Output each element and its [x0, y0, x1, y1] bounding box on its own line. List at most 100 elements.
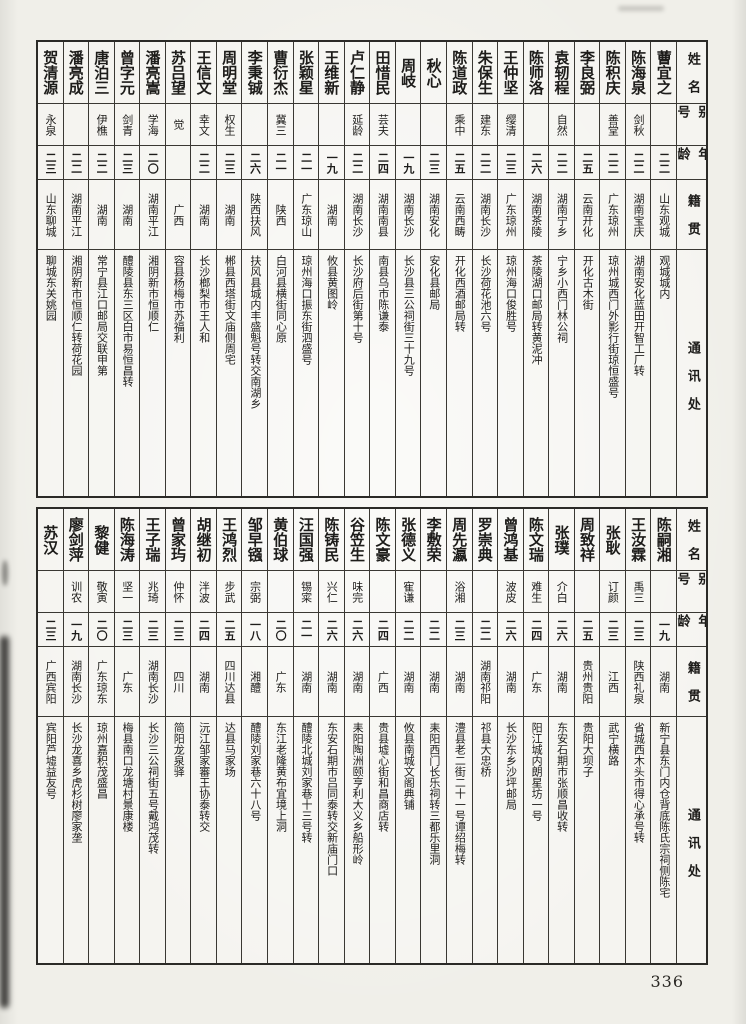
header-name-label: 姓 名 — [684, 52, 700, 93]
entry-age-text: 二二 — [95, 151, 109, 174]
entry-age-cell: 二〇 — [89, 613, 114, 647]
entry-name-cell: 田惜民 — [370, 42, 395, 104]
entry-native-cell: 湖南安化 — [421, 180, 446, 250]
entry-age-text: 二四 — [197, 618, 211, 641]
entry-age-cell: 二三 — [37, 146, 63, 180]
entry-alias-cell — [242, 104, 268, 146]
entry-native-text: 广东 — [529, 670, 543, 693]
entry-age-text: 二〇 — [95, 618, 109, 641]
entry-alias-cell: 坚一 — [114, 571, 140, 613]
entry-alias-cell: 剑青 — [114, 104, 140, 146]
entry-native-cell: 湖南 — [446, 647, 472, 717]
entry-native-cell: 广东琼州 — [498, 180, 523, 250]
entry-name-cell: 曾鸿基 — [498, 509, 523, 571]
entry-age-cell: 二二 — [549, 146, 574, 180]
entry-alias-text: 自然 — [555, 113, 569, 136]
entry-alias-text: 觉 — [171, 119, 185, 130]
entry-column: 王子瑞 兆琦 二三 湖南长沙 长沙三公祠街五号戴鸿茂转 — [139, 509, 165, 963]
entry-column: 贺清源 永泉 二三 山东聊城 聊城东关姚园 — [37, 42, 63, 496]
header-address-label: 通 讯 处 — [684, 341, 700, 410]
entry-alias-cell: 剑秋 — [625, 104, 651, 146]
entry-address-cell: 醴陵刘家巷六十八号 — [242, 717, 267, 963]
entry-name-cell: 胡继初 — [191, 509, 216, 571]
header-column-bottom: 姓 名 别 号 年 龄 籍 贯 通 讯 处 — [676, 509, 706, 963]
entry-alias-text: 冀三 — [274, 113, 288, 136]
entry-name-cell: 陈文瑞 — [523, 509, 549, 571]
entry-alias-cell — [574, 571, 600, 613]
entry-column: 陈道政 乘中 二五 云南西畴 开化西酒邮局转 — [445, 42, 472, 496]
entry-age-cell: 二六 — [344, 613, 370, 647]
entry-alias-cell — [421, 571, 446, 613]
entry-column: 黎健 敬寅 二〇 广东琼东 琼州嘉积茂盛昌 — [88, 509, 114, 963]
entry-native-cell: 四川达县 — [216, 647, 242, 717]
entry-age-cell: 一九 — [63, 613, 89, 647]
entry-address-cell: 简阳龙泉驿 — [166, 717, 191, 963]
entry-name-text: 贺清源 — [41, 50, 60, 95]
entry-address-text: 观城城内 — [657, 255, 671, 299]
entry-column: 王鸿烈 步武 二五 四川达县 达县马家场 — [215, 509, 242, 963]
entry-alias-cell — [293, 104, 319, 146]
header-native-label: 籍 贯 — [684, 194, 700, 235]
entry-column: 张德义 寉谦 二二 湖南 攸县南城文阁典铺 — [394, 509, 421, 963]
scan-artifact-top-smudge — [618, 6, 664, 11]
entry-column: 廖剑萍 训农 一九 湖南长沙 长沙龙喜乡虎杉树廖家垄 — [62, 509, 89, 963]
entry-column: 周致祥 二五 贵州贵阳 贵阳大坝子 — [573, 509, 600, 963]
entry-age-text: 二三 — [171, 618, 185, 641]
entry-name-cell: 张璞 — [549, 509, 574, 571]
entry-alias-cell: 宗弼 — [242, 571, 268, 613]
entry-native-text: 湖南南县 — [376, 192, 390, 237]
entry-alias-cell: 订颜 — [600, 571, 625, 613]
entry-native-text: 贵州贵阳 — [580, 659, 594, 704]
entry-column: 汪国强 锡寀 二一 湖南 醴陵北城刘家巷十三号转 — [292, 509, 319, 963]
entry-name-text: 黎健 — [92, 524, 111, 555]
entry-address-text: 宁乡小西门林公祠 — [555, 255, 569, 343]
entry-alias-cell — [472, 571, 498, 613]
entry-native-cell: 湖南 — [651, 647, 677, 717]
entry-name-cell: 张颖星 — [293, 42, 319, 104]
entry-age-text: 二二 — [197, 151, 211, 174]
entry-name-cell: 苏吕望 — [165, 42, 191, 104]
entry-address-text: 容县杨梅市苏福利 — [172, 255, 186, 343]
entry-column: 朱保生 建东 二二 湖南长沙 长沙荷花池六号 — [471, 42, 498, 496]
entry-age-cell: 二六 — [523, 146, 549, 180]
entry-native-cell: 湖南茶陵 — [523, 180, 549, 250]
entry-address-cell: 东江老隆黄布宜境上洞 — [268, 717, 293, 963]
entry-age-text: 一九 — [325, 151, 339, 174]
entry-address-cell: 安化县邮局 — [421, 250, 446, 496]
entry-address-cell: 攸县南城文阁典铺 — [396, 717, 421, 963]
entry-address-text: 安化县邮局 — [427, 255, 441, 310]
entry-native-text: 云南开化 — [580, 192, 594, 237]
entry-age-cell: 二四 — [191, 613, 216, 647]
entry-age-text: 二六 — [504, 618, 518, 641]
entry-address-text: 开化西酒邮局转 — [453, 255, 467, 332]
entry-address-cell: 湘阴新市恒顺仁 — [140, 250, 165, 496]
entry-age-cell: 二二 — [600, 146, 625, 180]
entry-native-cell: 湖南 — [191, 647, 216, 717]
entry-native-text: 湖南 — [299, 670, 313, 693]
entry-name-cell: 张德义 — [395, 509, 421, 571]
entry-address-cell: 长沙荷花池六号 — [473, 250, 498, 496]
entry-native-text: 陕西礼泉 — [632, 659, 646, 704]
entry-address-text: 湘阴新市恒顺仁转荷花园 — [69, 255, 83, 376]
entry-native-text: 广东琼州 — [606, 192, 620, 237]
entry-address-text: 琼州海口俊胜号 — [504, 255, 518, 332]
entry-address-cell: 容县杨梅市苏福利 — [166, 250, 191, 496]
entry-column: 潘亮成 二二 湖南平江 湘阴新市恒顺仁转荷花园 — [62, 42, 89, 496]
entry-age-text: 二六 — [529, 151, 543, 174]
entry-native-cell: 陕西礼泉 — [625, 647, 651, 717]
entry-age-text: 二三 — [120, 618, 134, 641]
entry-age-cell: 二五 — [446, 146, 472, 180]
entry-alias-text: 步武 — [222, 580, 236, 603]
entry-address-text: 长沙东乡沙坪邮局 — [504, 722, 518, 810]
entry-alias-cell: 寉谦 — [395, 571, 421, 613]
entry-alias-text: 永泉 — [44, 113, 57, 136]
entry-alias-text: 乘中 — [453, 113, 466, 136]
entry-alias-cell — [63, 104, 89, 146]
entry-native-text: 广东琼州 — [504, 192, 518, 237]
entry-address-text: 琼州城西门外影行街琼恒盛号 — [606, 255, 620, 398]
entry-address-cell: 醴陵北城刘家巷十三号转 — [294, 717, 319, 963]
entry-name-cell: 陈道政 — [446, 42, 472, 104]
entry-alias-cell: 禹三 — [625, 571, 651, 613]
entry-name-text: 潘亮嵩 — [143, 50, 162, 95]
entry-alias-cell — [651, 104, 677, 146]
